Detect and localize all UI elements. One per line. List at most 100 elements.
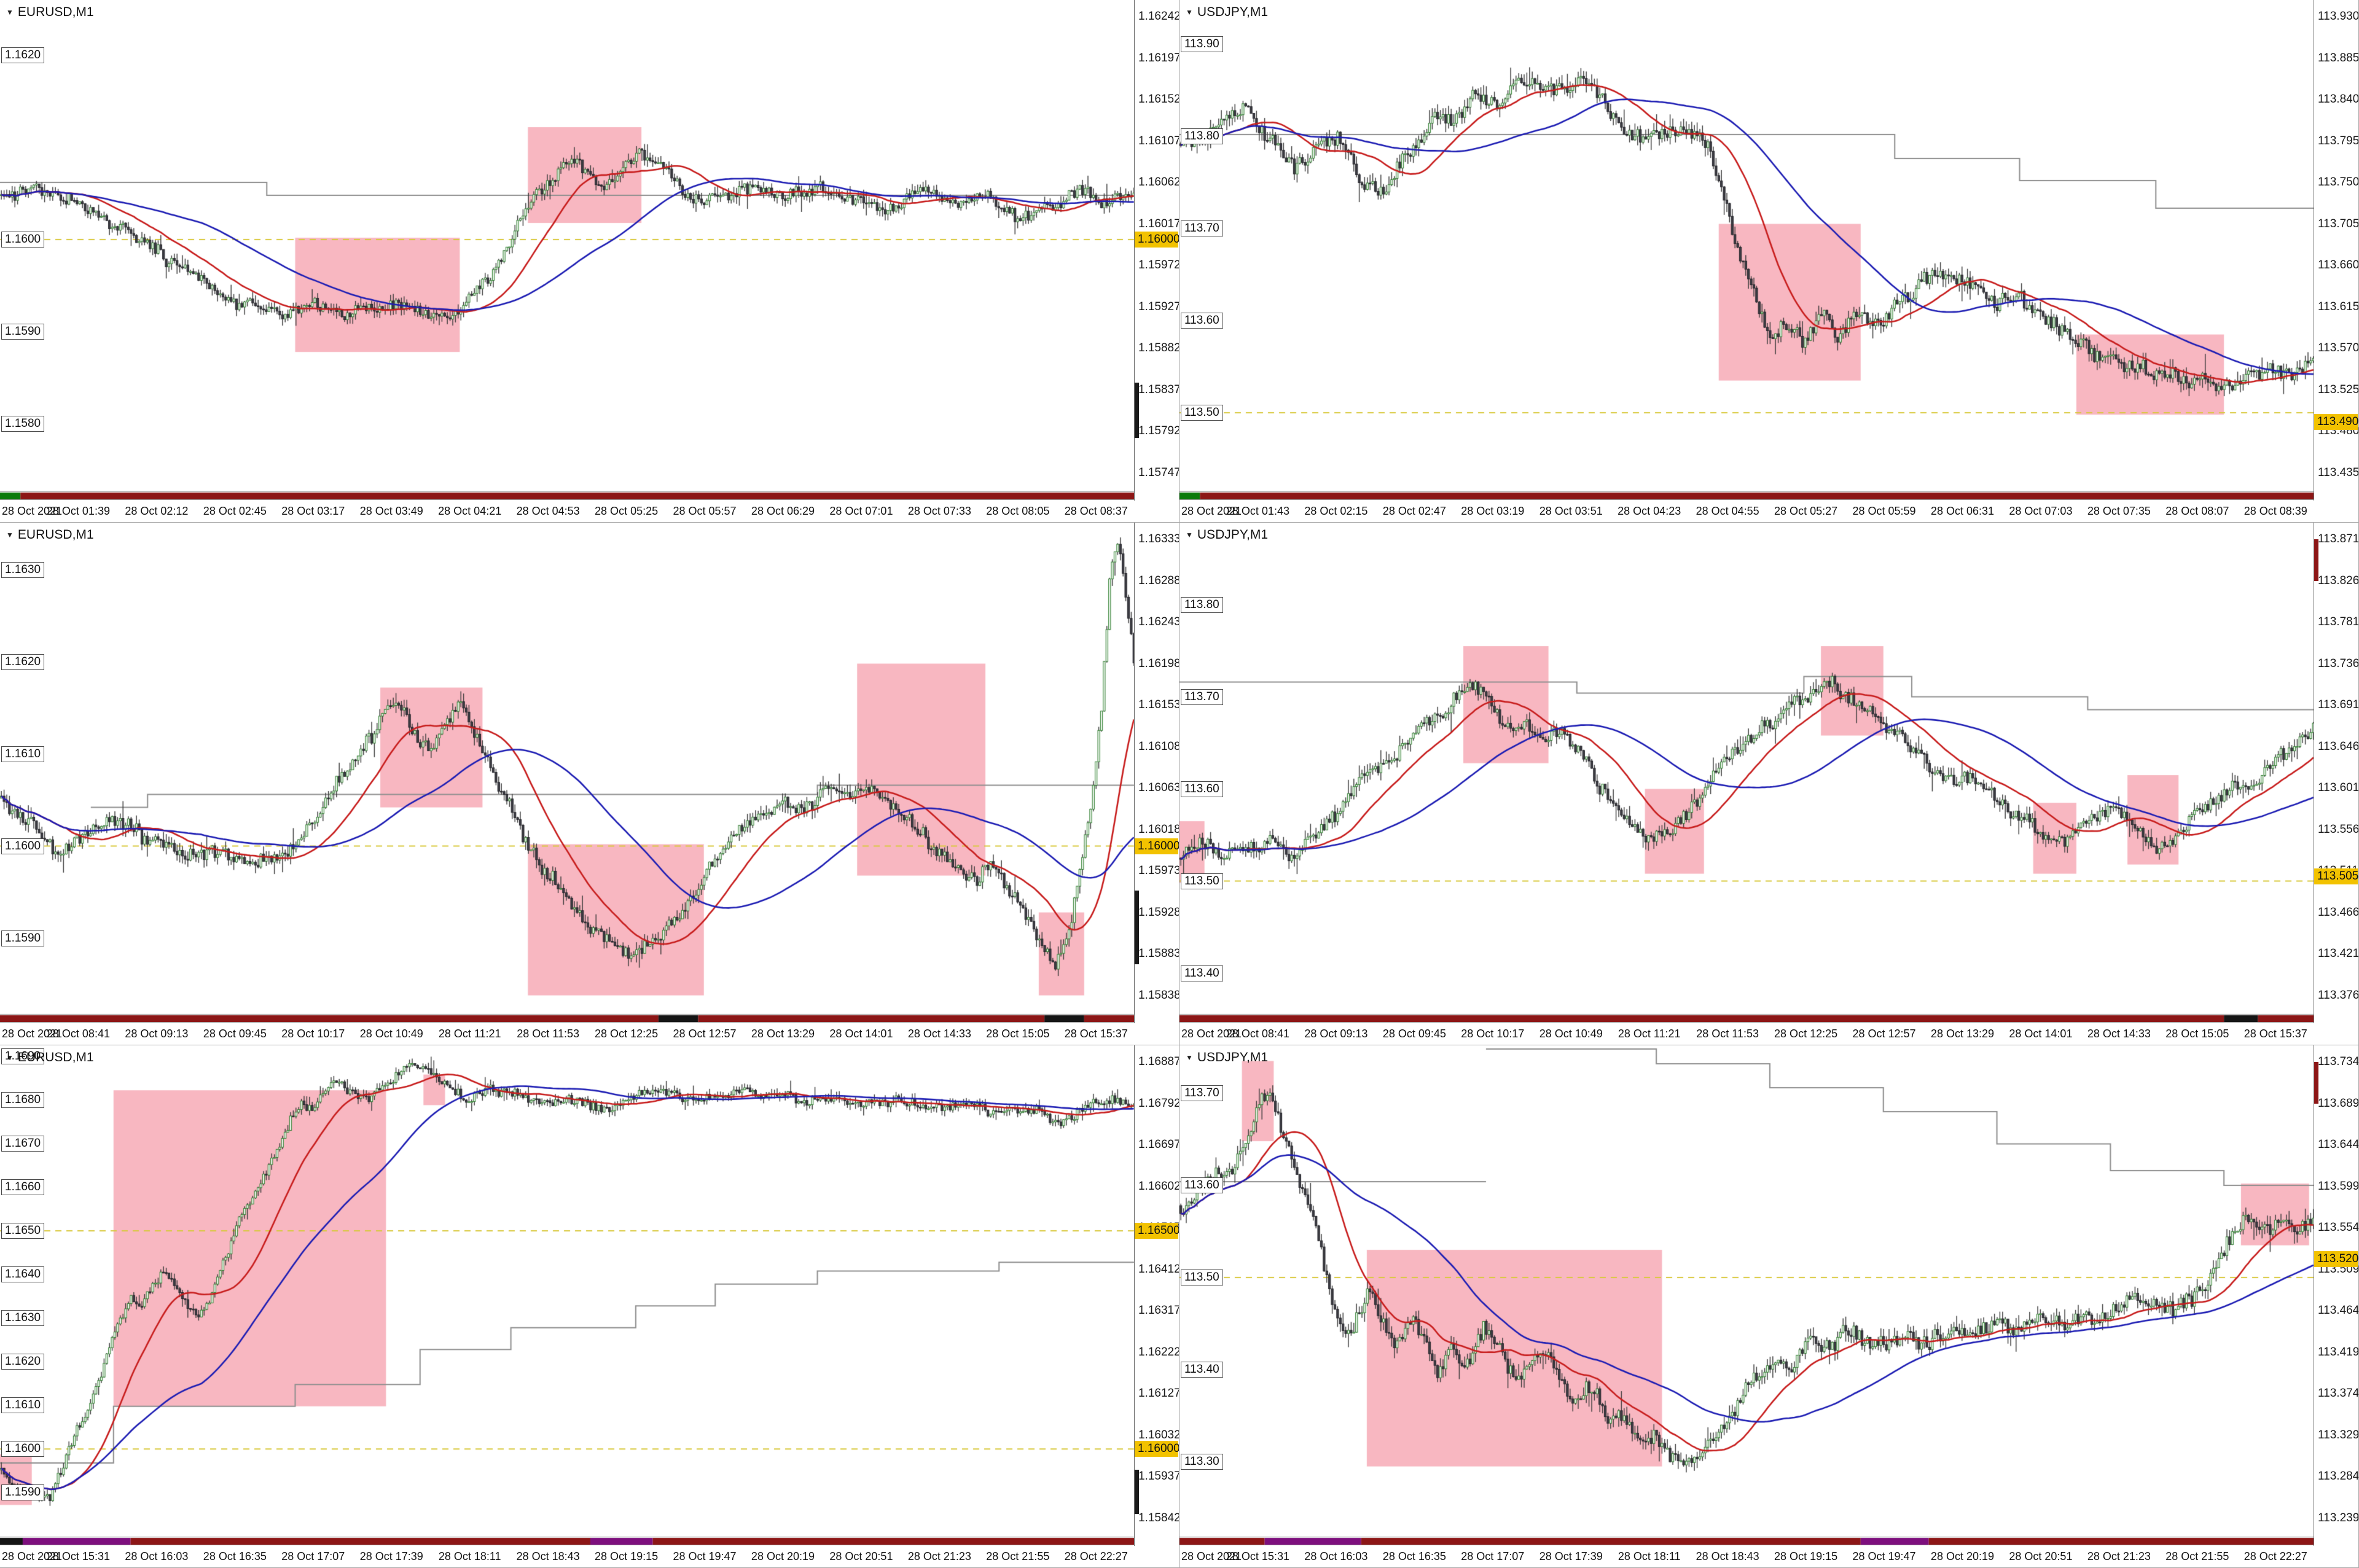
price-axis-label: 1.16153 [1138, 698, 1180, 712]
left-price-label: 113.40 [1181, 965, 1223, 981]
price-axis[interactable]: 1.16242 1.16197 1.16152 1.16107 1.16062 1.160… [1134, 0, 1179, 501]
left-price-label: 113.70 [1181, 220, 1223, 237]
time-label: 28 Oct 20:19 [751, 1550, 815, 1562]
symbol-label: ▼ EURUSD,M1 [6, 1050, 94, 1065]
left-price-label: 113.80 [1181, 596, 1223, 613]
price-axis-label: 113.615 [2318, 300, 2359, 313]
time-axis[interactable]: 28 Oct 2021 28 Oct 01:39 28 Oct 02:12 28 Oc… [0, 499, 1135, 522]
price-axis[interactable]: 113.871 113.826 113.781 113.736 113.691 113.6… [2314, 523, 2358, 1023]
price-axis-label: 1.15972 [1138, 259, 1180, 272]
time-label: 28 Oct 07:33 [907, 505, 971, 517]
time-label: 28 Oct 09:45 [203, 1028, 267, 1040]
current-price-badge: 1.16000 [1135, 232, 1179, 248]
time-label: 28 Oct 05:57 [673, 505, 737, 517]
symbol-label: ▼ EURUSD,M1 [6, 5, 94, 20]
time-label: 28 Oct 20:19 [1930, 1550, 1995, 1562]
time-label: 28 Oct 13:29 [751, 1028, 815, 1040]
left-price-label: 1.1590 [1, 930, 45, 946]
time-axis[interactable]: 28 Oct 2021 28 Oct 08:41 28 Oct 09:13 28 Oc… [0, 1022, 1135, 1045]
time-label: 28 Oct 17:07 [1461, 1550, 1525, 1562]
time-label: 28 Oct 19:15 [595, 1550, 659, 1562]
time-axis[interactable]: 28 Oct 2021 28 Oct 08:41 28 Oct 09:13 28 Oc… [1180, 1022, 2315, 1045]
time-label: 28 Oct 15:31 [46, 1550, 110, 1562]
time-label: 28 Oct 22:27 [1064, 1550, 1128, 1562]
time-label: 28 Oct 10:17 [281, 1028, 345, 1040]
price-axis[interactable]: 113.734 113.689 113.644 113.599 113.554 113.5… [2314, 1045, 2358, 1546]
price-axis-label: 1.15928 [1138, 905, 1180, 919]
symbol-text: EURUSD,M1 [17, 1050, 94, 1064]
price-axis[interactable]: 1.16333 1.16288 1.16243 1.16198 1.16153 1.161… [1134, 523, 1179, 1023]
price-chart-canvas[interactable] [0, 0, 1135, 501]
left-price-label: 1.1680 [1, 1091, 45, 1108]
symbol-dropdown-icon[interactable]: ▼ [6, 1053, 14, 1062]
price-chart-canvas[interactable] [1180, 1045, 2315, 1546]
price-axis-label: 113.329 [2318, 1428, 2359, 1441]
price-axis-label: 1.16152 [1138, 93, 1180, 106]
price-axis-label: 1.16243 [1138, 615, 1180, 629]
time-axis[interactable]: 28 Oct 2021 28 Oct 15:31 28 Oct 16:03 28 Oc… [1180, 1545, 2315, 1567]
time-label: 28 Oct 02:47 [1382, 505, 1446, 517]
time-axis[interactable]: 28 Oct 2021 28 Oct 01:43 28 Oct 02:15 28 Oc… [1180, 499, 2315, 522]
time-label: 28 Oct 03:19 [1461, 505, 1525, 517]
time-label: 28 Oct 04:53 [516, 505, 580, 517]
left-price-label: 1.1650 [1, 1223, 45, 1239]
price-axis-label: 113.421 [2318, 947, 2359, 961]
left-price-label: 1.1600 [1, 232, 45, 248]
symbol-dropdown-icon[interactable]: ▼ [1186, 8, 1193, 17]
chart-panel-usdjpy-row1: ▼ USDJPY,M1 113.90 113.80 113.70 113.60 113.50… [1180, 0, 2359, 523]
time-axis[interactable]: 28 Oct 2021 28 Oct 15:31 28 Oct 16:03 28 Oc… [0, 1545, 1135, 1567]
price-axis-label: 1.16032 [1138, 1428, 1180, 1441]
axis-range-bar [1135, 382, 1139, 438]
price-axis-label: 113.464 [2318, 1304, 2359, 1317]
current-price-badge: 113.490 [2314, 414, 2358, 431]
price-chart-canvas[interactable] [1180, 0, 2315, 501]
time-label: 28 Oct 03:17 [281, 505, 345, 517]
price-axis-label: 1.15842 [1138, 1511, 1180, 1524]
left-price-label: 1.1610 [1, 1397, 45, 1414]
time-label: 28 Oct 18:11 [438, 1550, 501, 1562]
left-price-label: 1.1620 [1, 47, 45, 63]
time-label: 28 Oct 21:55 [2165, 1550, 2229, 1562]
price-axis-label: 113.644 [2318, 1138, 2359, 1152]
symbol-text: USDJPY,M1 [1197, 528, 1269, 542]
price-chart-canvas[interactable] [0, 523, 1135, 1023]
price-axis-label: 1.15927 [1138, 300, 1180, 313]
left-price-label: 113.60 [1181, 781, 1223, 797]
symbol-dropdown-icon[interactable]: ▼ [1186, 531, 1193, 539]
time-label: 28 Oct 14:01 [2009, 1028, 2073, 1040]
price-axis-label: 113.419 [2318, 1345, 2359, 1359]
chart-panel-eurusd-row3: ▼ EURUSD,M1 1.1690 1.1680 1.1670 1.1660 1.1650… [0, 1045, 1180, 1568]
axis-range-bar [2314, 1062, 2318, 1104]
current-price-badge: 1.16500 [1135, 1223, 1179, 1239]
time-label: 28 Oct 02:12 [125, 505, 189, 517]
price-chart-canvas[interactable] [1180, 523, 2315, 1023]
left-price-label: 113.80 [1181, 128, 1223, 145]
symbol-dropdown-icon[interactable]: ▼ [1186, 1053, 1193, 1062]
price-axis-label: 1.16017 [1138, 217, 1180, 230]
time-label: 28 Oct 12:57 [1852, 1028, 1916, 1040]
price-axis[interactable]: 1.168871.167921.166971.166021.165071.164… [1134, 1045, 1179, 1546]
price-axis-label: 113.795 [2318, 134, 2359, 147]
price-axis-label: 113.736 [2318, 657, 2359, 670]
time-label: 28 Oct 14:33 [907, 1028, 971, 1040]
time-label: 28 Oct 15:05 [2165, 1028, 2229, 1040]
time-label: 28 Oct 08:07 [2165, 505, 2229, 517]
time-label: 28 Oct 06:29 [751, 505, 815, 517]
left-price-label: 1.1580 [1, 416, 45, 432]
price-axis-label: 113.705 [2318, 217, 2359, 230]
price-axis-label: 113.556 [2318, 822, 2359, 836]
time-label: 28 Oct 05:25 [595, 505, 659, 517]
price-chart-canvas[interactable] [0, 1045, 1135, 1546]
price-axis-label: 1.15837 [1138, 383, 1180, 396]
left-price-label: 113.50 [1181, 873, 1223, 889]
price-axis-label: 1.16288 [1138, 574, 1180, 587]
time-label: 28 Oct 19:15 [1774, 1550, 1838, 1562]
price-axis[interactable]: 113.930 113.885 113.840 113.795 113.750 113.7… [2314, 0, 2358, 501]
time-label: 28 Oct 16:35 [1382, 1550, 1446, 1562]
time-label: 28 Oct 11:53 [1696, 1028, 1759, 1040]
time-label: 28 Oct 12:25 [1774, 1028, 1838, 1040]
symbol-dropdown-icon[interactable]: ▼ [6, 8, 14, 17]
left-price-label: 113.90 [1181, 36, 1223, 52]
symbol-dropdown-icon[interactable]: ▼ [6, 531, 14, 539]
price-axis-label: 1.16018 [1138, 822, 1180, 836]
